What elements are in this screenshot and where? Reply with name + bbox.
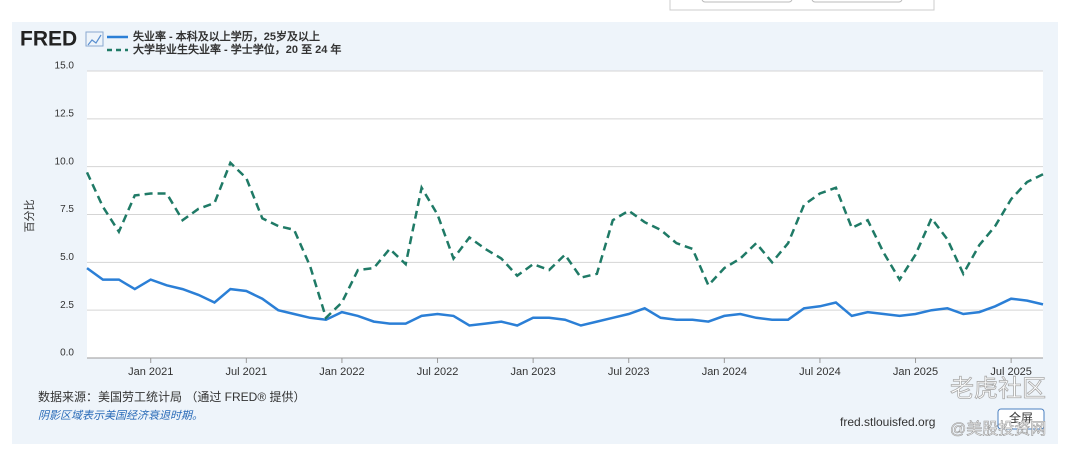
recession-note: 阴影区域表示美国经济衰退时期。 [38, 409, 203, 422]
y-axis-label: 百分比 [23, 200, 36, 233]
source: 数据来源：美国劳工统计局 （通过 FRED® 提供） [38, 389, 306, 404]
x-tick-label: Jan 2022 [319, 366, 364, 378]
y-tick-label: 12.5 [55, 108, 75, 119]
fullscreen-button[interactable] [997, 408, 1045, 430]
x-tick-label: Jul 2021 [226, 366, 268, 378]
x-tick-label: Jul 2022 [417, 366, 459, 378]
x-tick-label: Jul 2023 [608, 366, 650, 378]
y-tick-label: 10.0 [55, 156, 75, 167]
legend-label: 失业率 - 本科及以上学历，25岁及以上 [133, 29, 320, 43]
y-tick-label: 15.0 [55, 61, 75, 72]
fred-logo: FRED [20, 28, 77, 51]
y-tick-label: 2.5 [60, 300, 74, 311]
top-toolbar [669, 0, 935, 11]
x-tick-label: Jan 2021 [128, 366, 173, 378]
legend-label: 大学毕业生失业率 - 学士学位，20 至 24 年 [133, 42, 341, 56]
top-button[interactable] [701, 0, 793, 3]
x-tick-label: Jul 2025 [990, 366, 1032, 378]
y-tick-label: 0.0 [60, 348, 74, 359]
watermark: 老虎社区 [950, 375, 1046, 402]
x-tick-label: Jan 2025 [893, 366, 938, 378]
y-tick-label: 5.0 [60, 252, 74, 263]
y-tick-label: 7.5 [60, 204, 74, 215]
logo-icon [87, 34, 102, 46]
source-url[interactable]: fred.stlouisfed.org [840, 415, 935, 429]
watermark: @美股投资网 [950, 420, 1046, 438]
x-tick-label: Jan 2024 [702, 366, 747, 378]
series-line [86, 267, 1044, 327]
x-tick-label: Jul 2024 [799, 366, 841, 378]
fullscreen-label[interactable]: 全屏 [1009, 410, 1033, 425]
top-button[interactable] [811, 0, 903, 3]
x-tick-label: Jan 2023 [511, 366, 556, 378]
logo-icon-frame [85, 31, 104, 47]
